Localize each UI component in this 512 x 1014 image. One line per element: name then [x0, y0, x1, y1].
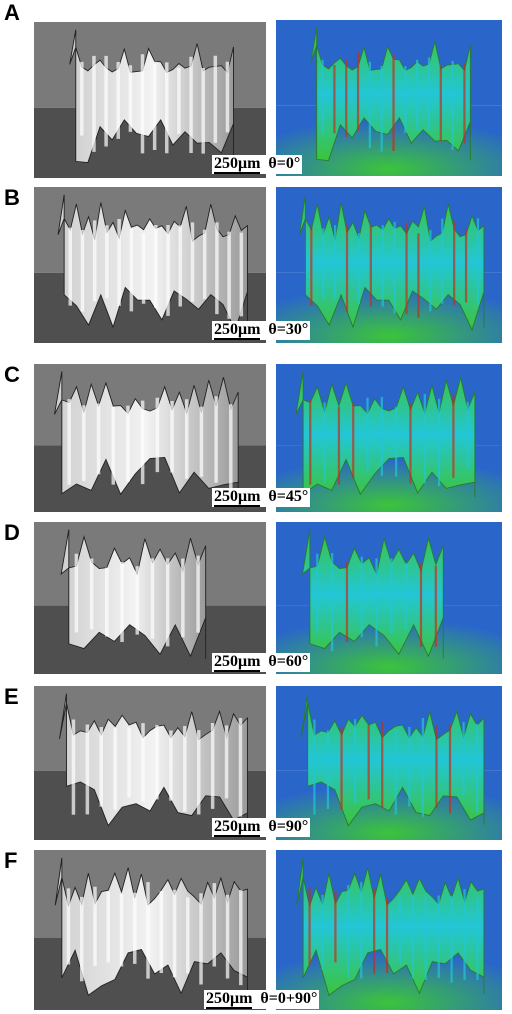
panel-row-c: C 250μm θ=45°	[0, 362, 512, 522]
angle-label: θ=0°	[268, 155, 301, 172]
color-profile-image	[276, 364, 502, 512]
angle-label: θ=60°	[268, 653, 309, 670]
scale-bar: 250μm θ=45°	[212, 488, 311, 507]
gray-profile-image	[34, 686, 266, 840]
panel-row-b: B 250μm θ=30°	[0, 185, 512, 345]
panel-label: B	[4, 185, 20, 210]
panel-label: E	[4, 684, 19, 709]
angle-label: θ=90°	[268, 818, 309, 835]
panel-label: C	[4, 362, 20, 387]
color-profile-image	[276, 686, 502, 840]
scale-bar: 250μm θ=90°	[212, 818, 311, 837]
angle-label: θ=45°	[268, 488, 309, 505]
panel-label: A	[4, 0, 20, 25]
gray-profile-image	[34, 850, 266, 1010]
panel-label: F	[4, 848, 18, 873]
gray-profile-image	[34, 522, 266, 674]
scale-bar: 250μm θ=0+90°	[204, 990, 320, 1009]
scale-length: 250μm	[214, 818, 261, 837]
scale-bar: 250μm θ=0°	[212, 155, 303, 174]
gray-profile-image	[34, 187, 266, 343]
angle-label: θ=30°	[268, 321, 309, 338]
scale-length: 250μm	[206, 990, 253, 1009]
color-profile-image	[276, 187, 502, 343]
panel-row-a: A 250μm θ=0°	[0, 0, 512, 180]
gray-profile-image	[34, 22, 266, 178]
color-profile-image	[276, 850, 502, 1010]
scale-length: 250μm	[214, 488, 261, 507]
scale-length: 250μm	[214, 653, 261, 672]
scale-length: 250μm	[214, 155, 261, 174]
scale-bar: 250μm θ=60°	[212, 653, 311, 672]
scale-bar: 250μm θ=30°	[212, 321, 311, 340]
color-profile-image	[276, 522, 502, 674]
panel-row-e: E 250μm θ=90°	[0, 684, 512, 844]
color-profile-image	[276, 20, 502, 176]
panel-label: D	[4, 520, 20, 545]
panel-row-d: D 250μm θ=60°	[0, 520, 512, 680]
scale-length: 250μm	[214, 321, 261, 340]
panel-row-f: F 250μm θ=0+90°	[0, 848, 512, 1014]
angle-label: θ=0+90°	[260, 990, 318, 1007]
